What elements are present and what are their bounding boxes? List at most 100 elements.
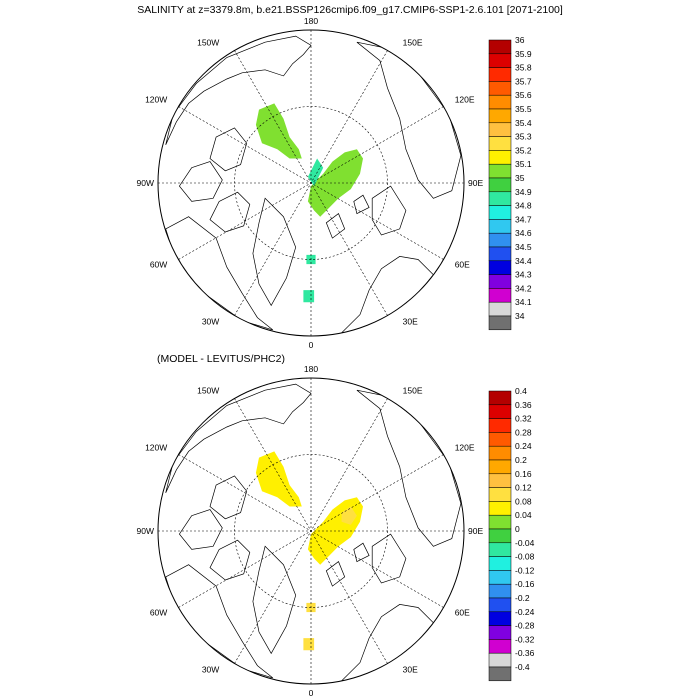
field-region-east-siberian-shelf: [255, 103, 302, 159]
coastline: [178, 509, 223, 550]
field-region-greenland-sea: [303, 638, 315, 651]
longitude-label-left: 90W: [137, 526, 154, 536]
colorbar-swatch: [488, 246, 512, 262]
colorbar-swatch: [488, 639, 512, 654]
longitude-label-lower-left: 30W: [202, 317, 219, 327]
colorbar-tick-label: 0.2: [515, 455, 527, 465]
colorbar-tick-label: 34.1: [515, 297, 532, 307]
longitude-label-right: 90E: [468, 526, 483, 536]
coastline: [371, 533, 407, 584]
longitude-label-lower-left: 30W: [202, 665, 219, 675]
field-region-east-siberian-shelf: [255, 451, 302, 507]
colorbar-swatch: [488, 219, 512, 234]
coastline: [340, 256, 434, 334]
colorbar-swatch: [488, 432, 512, 447]
colorbar-swatch: [488, 418, 512, 433]
coastlines: [165, 35, 462, 334]
colorbar-swatch: [488, 136, 512, 151]
colorbar-swatch: [488, 232, 512, 248]
longitude-label-bottom: 0: [309, 340, 314, 350]
colorbar-swatch: [488, 205, 512, 220]
colorbar-tick-label: 34.4: [515, 256, 532, 266]
colorbar-swatch: [488, 53, 512, 68]
graticule: [158, 378, 464, 684]
colorbar-swatch: [488, 459, 512, 475]
colorbar-tick-label: 34: [515, 311, 525, 321]
longitude-label-left: 90W: [137, 178, 154, 188]
longitude-label-mid-right-lower: 60E: [455, 608, 470, 618]
colorbar-swatch: [488, 260, 512, 275]
colorbar-tick-label: 34.3: [515, 270, 532, 280]
longitude-label-bottom: 0: [309, 688, 314, 698]
colorbar-swatch: [488, 315, 512, 331]
graticule: [158, 30, 464, 336]
colorbar-tick-label: 34.2: [515, 283, 532, 293]
colorbar-tick-label: 35.7: [515, 76, 532, 86]
colorbar-swatch: [488, 514, 512, 530]
colorbar-tick-label: 0.24: [515, 441, 532, 451]
colorbar-swatch: [488, 652, 512, 668]
colorbar-bottom: 0.4 0.36 0.32 0.28 0.24 0.2 0.16 0.12 0.08 0.04 0 -…: [488, 386, 535, 682]
colorbar-tick-label: -0.24: [515, 607, 535, 617]
colorbar-tick-label: 0.32: [515, 414, 532, 424]
colorbar-tick-label: 0.08: [515, 496, 532, 506]
coastline: [371, 185, 407, 236]
longitude-label-mid-left-lower: 60W: [150, 260, 167, 270]
colorbar-top: 36 35.9 35.8 35.7 35.6 35.5 35.4 35.3 35.2 35.1 35…: [488, 35, 532, 331]
longitude-label-lower-right: 30E: [403, 317, 418, 327]
longitude-label-top: 180: [304, 16, 318, 26]
colorbar-swatch: [488, 666, 512, 682]
latitude-circle: [234, 454, 388, 608]
colorbar-swatch: [488, 81, 512, 96]
colorbar-tick-label: 34.9: [515, 187, 532, 197]
longitude-label-lower-right: 30E: [403, 665, 418, 675]
coastline: [325, 213, 346, 239]
colorbar-tick-label: -0.28: [515, 621, 535, 631]
coastline: [209, 191, 251, 233]
longitude-label-top: 180: [304, 364, 318, 374]
longitude-label-upper-left: 150W: [197, 37, 219, 47]
colorbar-swatch: [488, 39, 512, 55]
coastline: [252, 197, 297, 307]
colorbar-tick-label: 35.2: [515, 145, 532, 155]
longitude-label-mid-right-upper: 120E: [455, 95, 475, 105]
map-boundary: [157, 377, 465, 685]
colorbar-swatch: [488, 67, 512, 82]
colorbar-tick-label: 0.28: [515, 427, 532, 437]
colorbar-tick-label: 0.36: [515, 400, 532, 410]
colorbar-swatch: [488, 597, 512, 613]
colorbar-swatch: [488, 108, 512, 124]
colorbar-tick-label: -0.2: [515, 593, 530, 603]
colorbar-tick-label: 34.8: [515, 201, 532, 211]
colorbar-tick-label: 34.7: [515, 214, 532, 224]
coastline: [165, 383, 312, 493]
longitude-label-upper-right: 150E: [403, 385, 423, 395]
colorbar-tick-label: 35: [515, 173, 525, 183]
longitude-label-right: 90E: [468, 178, 483, 188]
colorbar-swatch: [488, 542, 512, 557]
colorbar-tick-label: 0.04: [515, 510, 532, 520]
colorbar-tick-label: 0.12: [515, 483, 532, 493]
colorbar-tick-label: 0: [515, 524, 520, 534]
colorbar-tick-label: 35.4: [515, 118, 532, 128]
colorbar-tick-label: 35.3: [515, 132, 532, 142]
colorbar-swatch: [488, 404, 512, 419]
colorbar-swatch: [488, 473, 512, 488]
colorbar-tick-label: 0.4: [515, 386, 527, 396]
colorbar-tick-label: -0.12: [515, 565, 535, 575]
colorbar-swatch: [488, 191, 512, 206]
salinity-field: [255, 451, 363, 651]
coastline: [252, 545, 297, 655]
colorbar-tick-label: 0.16: [515, 469, 532, 479]
longitude-label-mid-left-upper: 120W: [145, 95, 167, 105]
coastline: [165, 35, 312, 145]
colorbar-tick-label: 35.5: [515, 104, 532, 114]
field-region-greenland-sea: [303, 290, 315, 303]
field-region-central-arctic-fringe: [307, 158, 324, 187]
colorbar-swatch: [488, 288, 512, 303]
meridian-line: [178, 106, 444, 260]
meridian-line: [178, 454, 444, 608]
colorbar-tick-label: 35.1: [515, 159, 532, 169]
map-panel-bottom: 180 0 90W 90E 150W 150E 120W 120E 60W 60E 30W 30E: [137, 364, 484, 698]
